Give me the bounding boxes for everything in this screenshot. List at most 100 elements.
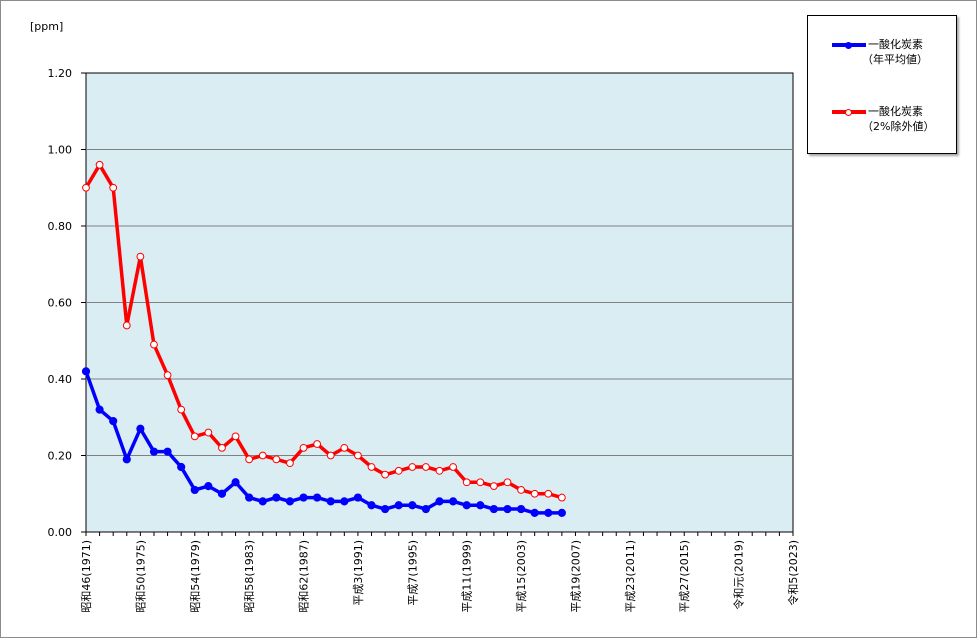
data-point [326,451,335,460]
data-point [449,463,457,471]
x-tick-label: 平成27(2015) [678,540,691,613]
data-point [435,466,444,475]
data-point [489,504,498,514]
data-point [285,497,295,506]
data-point [516,504,526,514]
data-point [163,447,172,456]
x-tick-label: 平成7(1995) [406,540,419,606]
data-point [367,501,376,510]
data-point [448,497,458,506]
legend: 一酸化炭素 （年平均値） 一酸化炭素 （2%除外値） [807,15,957,154]
data-point [149,447,159,456]
data-point [544,489,553,498]
data-point [190,432,199,441]
y-tick-label: 0.40 [48,373,73,386]
gridlines [86,149,793,456]
data-point [340,497,349,506]
data-point [82,183,90,192]
y-tick-label: 0.80 [48,220,73,233]
series-1 [82,160,566,502]
data-point [313,493,322,502]
data-point [394,466,403,475]
data-point [435,497,444,506]
data-point [109,183,118,192]
legend-marker-icon [845,108,852,116]
data-point [530,489,539,498]
y-tick-label: 0.20 [48,450,73,463]
data-point [557,508,566,517]
x-tick-label: 昭和62(1987) [298,540,311,613]
data-point [81,367,91,376]
data-point [122,321,131,330]
x-tick-label: 平成11(1999) [461,540,474,613]
legend-sublabel: （年平均値） [862,53,928,66]
data-point [299,493,308,502]
data-point [204,482,213,491]
y-axis-unit-label: [ppm] [30,20,64,33]
y-axis-ticks: 0.00 0.20 0.40 0.60 0.80 1.00 1.20 [48,67,86,539]
y-tick-label: 1.00 [48,144,73,157]
data-point [408,463,417,471]
legend-label: 一酸化炭素 [868,105,923,118]
data-point [544,508,553,517]
data-point [530,508,539,517]
data-point [95,160,104,169]
x-tick-label: 昭和58(1983) [243,540,256,613]
x-tick-label: 令和元(2019) [732,540,746,610]
data-point [258,451,267,460]
data-point [326,497,335,506]
series-lines [81,160,566,517]
data-point [476,478,485,487]
data-point [163,371,172,380]
data-point [422,463,430,471]
y-tick-label: 0.60 [48,297,73,310]
data-point [204,428,213,437]
data-point [381,504,390,514]
data-point [177,405,186,414]
data-point [272,455,281,464]
legend-sublabel: （2%除外値） [862,120,935,133]
data-point [408,501,417,510]
x-axis-ticks: 昭和46(1971) 昭和50(1975) 昭和54(1979) 昭和58(1983)… [80,532,800,613]
data-point [313,440,322,448]
data-point [286,459,294,468]
data-point [136,252,145,261]
x-tick-label: 平成3(1991) [352,540,365,606]
data-point [353,493,363,502]
data-point [381,470,390,479]
data-point [462,501,471,510]
data-point [245,455,254,464]
data-point [150,340,158,349]
data-point [503,504,512,514]
data-point [354,451,362,460]
data-point [231,478,240,487]
data-point [517,486,525,494]
x-tick-label: 令和5(2023) [786,540,800,606]
data-point [190,485,199,495]
data-point [367,463,376,471]
data-point [557,493,566,502]
data-point [95,405,104,414]
x-tick-label: 平成23(2011) [624,540,637,613]
legend-label: 一酸化炭素 [868,38,923,51]
legend-marker-icon [845,41,852,49]
x-tick-label: 平成19(2007) [569,540,582,613]
data-point [299,443,308,452]
data-point [503,478,512,487]
data-point [245,493,254,502]
data-point [217,489,227,498]
y-tick-label: 1.20 [48,67,73,80]
y-tick-label: 0.00 [48,526,73,539]
data-point [462,478,471,487]
data-point [122,455,131,464]
data-point [394,501,403,510]
data-point [258,497,267,506]
data-point [489,482,498,491]
x-tick-label: 昭和54(1979) [189,540,202,613]
x-tick-label: 平成15(2003) [515,540,528,613]
data-point [109,416,118,426]
x-tick-label: 昭和50(1975) [134,540,147,613]
x-tick-label: 昭和46(1971) [80,540,93,613]
data-point [177,462,186,472]
